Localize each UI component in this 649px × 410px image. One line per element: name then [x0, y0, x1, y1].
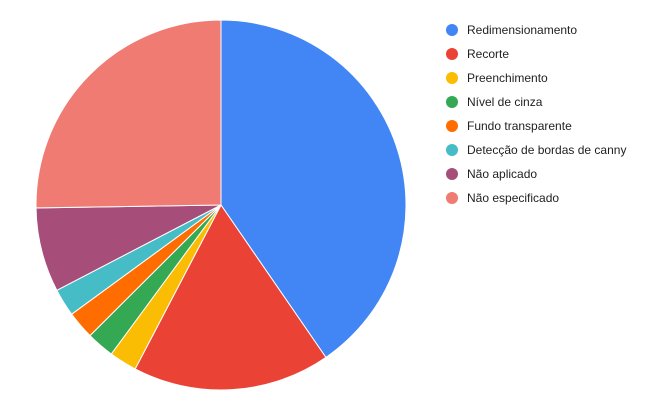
legend-label: Preenchimento [467, 71, 548, 85]
pie-plot [35, 19, 407, 391]
legend-item: Redimensionamento [446, 18, 626, 42]
legend-swatch [446, 72, 458, 84]
legend-label: Recorte [467, 47, 510, 61]
legend-item: Nível de cinza [446, 90, 626, 114]
legend-item: Não especificado [446, 186, 626, 210]
legend-item: Recorte [446, 42, 626, 66]
legend-swatch [446, 96, 458, 108]
legend-item: Fundo transparente [446, 114, 626, 138]
legend-label: Não aplicado [467, 167, 538, 181]
legend-item: Detecção de bordas de canny [446, 138, 626, 162]
legend-swatch [446, 24, 458, 36]
legend-label: Redimensionamento [467, 23, 578, 37]
legend-swatch [446, 144, 458, 156]
legend: Redimensionamento Recorte Preenchimento Nív… [446, 18, 626, 210]
legend-item: Não aplicado [446, 162, 626, 186]
legend-swatch [446, 192, 458, 204]
legend-label: Não especificado [467, 191, 560, 205]
pie-slice [134, 204, 327, 391]
legend-item: Preenchimento [446, 66, 626, 90]
legend-label: Nível de cinza [467, 95, 543, 109]
legend-swatch [446, 48, 458, 60]
legend-label: Fundo transparente [467, 119, 572, 133]
pie-slice [220, 19, 407, 359]
legend-swatch [446, 168, 458, 180]
legend-swatch [446, 120, 458, 132]
legend-label: Detecção de bordas de canny [467, 143, 627, 157]
pie-slice [35, 19, 222, 209]
